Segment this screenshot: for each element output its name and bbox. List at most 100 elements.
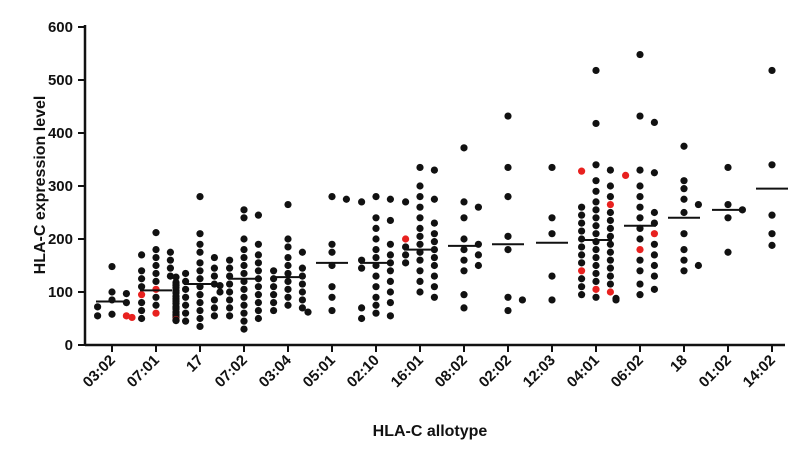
y-tick-label: 400: [48, 125, 73, 142]
data-point: [768, 230, 776, 238]
data-point: [650, 169, 659, 177]
data-point: [650, 272, 659, 280]
data-point: [430, 195, 438, 203]
data-point: [240, 309, 248, 317]
x-tick-label: 07:02: [212, 352, 251, 391]
data-point: [504, 246, 512, 254]
data-point: [386, 216, 394, 225]
highlight-point: [578, 167, 586, 175]
data-point: [548, 214, 556, 222]
data-point: [152, 261, 160, 270]
data-point: [768, 161, 776, 169]
data-point: [636, 50, 644, 59]
highlight-point: [138, 291, 146, 299]
data-point: [592, 277, 600, 285]
data-point: [240, 206, 248, 214]
data-point: [182, 269, 190, 278]
highlight-point: [592, 285, 600, 293]
data-point: [166, 248, 174, 256]
data-point: [650, 208, 659, 217]
data-point: [122, 289, 130, 298]
data-point: [548, 230, 556, 238]
data-point: [196, 306, 204, 315]
data-point: [460, 256, 468, 264]
data-point: [196, 299, 204, 307]
data-point: [298, 304, 306, 312]
data-point: [210, 296, 218, 304]
data-point: [578, 291, 586, 299]
data-point: [460, 198, 468, 206]
data-point: [430, 283, 438, 291]
x-tick-label: 06:02: [608, 352, 647, 391]
data-point: [592, 119, 600, 128]
data-point: [284, 293, 292, 301]
data-point: [284, 253, 292, 262]
data-point: [284, 235, 292, 243]
data-point: [460, 144, 468, 152]
data-point: [196, 240, 204, 248]
data-point: [226, 280, 234, 288]
data-point: [298, 280, 306, 288]
data-point: [240, 293, 248, 301]
y-tick-label: 500: [48, 72, 73, 89]
data-point: [724, 200, 732, 209]
data-point: [416, 203, 424, 211]
data-point: [196, 275, 204, 283]
data-point: [402, 259, 410, 267]
data-point: [284, 277, 292, 285]
data-point: [182, 309, 190, 317]
x-tick-label: 03:02: [80, 352, 119, 391]
data-point: [138, 283, 146, 291]
data-point: [386, 240, 394, 248]
data-point: [240, 301, 248, 309]
data-point: [298, 288, 306, 296]
data-point: [216, 282, 224, 290]
data-point: [226, 264, 234, 272]
data-point: [254, 240, 262, 248]
data-point: [182, 293, 190, 301]
data-point: [578, 211, 586, 219]
data-point: [416, 193, 424, 201]
data-point: [430, 272, 438, 280]
x-tick-label: 16:01: [388, 352, 427, 391]
data-point: [372, 224, 380, 232]
data-point: [166, 256, 174, 264]
data-point: [460, 235, 468, 243]
data-point: [372, 235, 380, 243]
data-point: [636, 214, 644, 222]
data-point: [680, 195, 688, 203]
data-point: [636, 112, 644, 120]
data-point: [680, 142, 688, 150]
data-point: [592, 293, 600, 301]
data-point: [372, 193, 380, 201]
data-point: [636, 182, 644, 190]
data-point: [138, 251, 146, 259]
data-point: [166, 264, 174, 272]
data-point: [210, 272, 218, 280]
y-tick-label: 200: [48, 231, 73, 248]
data-point: [636, 256, 644, 264]
y-tick-label: 0: [65, 337, 73, 354]
data-point: [196, 314, 204, 323]
y-tick-label: 300: [48, 178, 73, 195]
data-point: [592, 206, 600, 214]
data-point: [196, 259, 204, 267]
data-point: [182, 301, 190, 309]
data-point: [358, 198, 366, 206]
x-tick-label: 12:03: [520, 352, 559, 391]
data-point: [152, 253, 160, 262]
data-point: [226, 288, 234, 296]
data-point: [430, 166, 438, 174]
data-point: [372, 301, 380, 309]
data-point: [592, 253, 600, 262]
data-point: [328, 283, 336, 291]
data-point: [196, 193, 204, 201]
data-point: [166, 272, 174, 280]
data-point: [578, 219, 586, 227]
data-point: [724, 214, 732, 222]
data-point: [504, 232, 512, 240]
data-point: [210, 253, 218, 262]
data-point: [636, 166, 644, 174]
data-point: [108, 310, 116, 318]
data-point: [386, 251, 394, 259]
